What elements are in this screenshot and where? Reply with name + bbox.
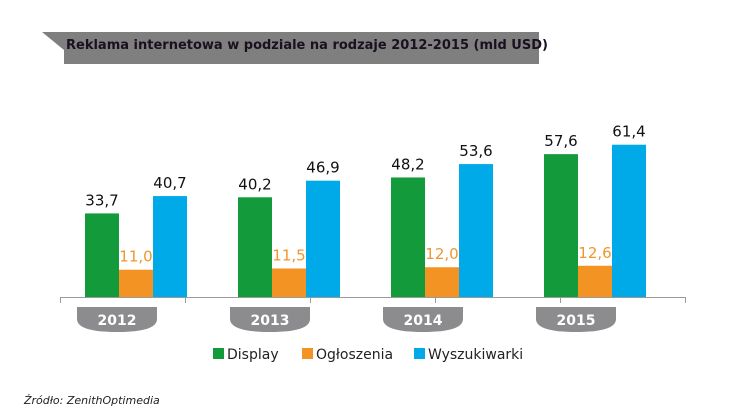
category-label: 2014 xyxy=(404,313,443,329)
data-label: 57,6 xyxy=(544,132,577,150)
bar-wyszukiwarki-2012 xyxy=(153,196,187,297)
category-pill xyxy=(77,307,157,332)
data-label: 48,2 xyxy=(391,155,424,173)
legend-swatch-ogłoszenia xyxy=(302,348,313,359)
data-label: 12,0 xyxy=(425,245,458,263)
bar-ogłoszenia-2013 xyxy=(272,268,306,297)
data-label: 46,9 xyxy=(306,159,339,177)
bar-display-2014 xyxy=(391,177,425,297)
category-label: 2012 xyxy=(98,313,137,329)
legend-label: Display xyxy=(227,347,279,363)
data-label: 40,7 xyxy=(153,174,186,192)
data-label: 53,6 xyxy=(459,142,492,160)
legend-label: Ogłoszenia xyxy=(316,347,393,363)
data-label: 61,4 xyxy=(612,123,645,141)
data-label: 40,2 xyxy=(238,175,271,193)
bar-display-2012 xyxy=(85,213,119,297)
bar-display-2015 xyxy=(544,154,578,297)
category-pill xyxy=(536,307,616,332)
legend-swatch-display xyxy=(213,348,224,359)
data-label: 11,0 xyxy=(119,248,152,266)
bar-wyszukiwarki-2013 xyxy=(306,180,340,297)
title-banner xyxy=(42,32,539,64)
data-label: 11,5 xyxy=(272,246,305,264)
chart-title: Reklama internetowa w podziale na rodzaj… xyxy=(66,38,548,53)
bar-ogłoszenia-2014 xyxy=(425,267,459,297)
category-label: 2015 xyxy=(557,313,596,329)
data-label: 12,6 xyxy=(578,244,611,262)
category-label: 2013 xyxy=(251,313,290,329)
bar-wyszukiwarki-2014 xyxy=(459,164,493,297)
category-pill xyxy=(383,307,463,332)
category-pill xyxy=(230,307,310,332)
bar-ogłoszenia-2012 xyxy=(119,269,153,297)
bar-ogłoszenia-2015 xyxy=(578,265,612,297)
source-note: Źródło: ZenithOptimedia xyxy=(24,394,160,407)
legend-swatch-wyszukiwarki xyxy=(414,348,425,359)
bar-wyszukiwarki-2015 xyxy=(612,144,646,297)
data-label: 33,7 xyxy=(85,191,118,209)
legend-label: Wyszukiwarki xyxy=(428,347,523,363)
bar-display-2013 xyxy=(238,197,272,297)
